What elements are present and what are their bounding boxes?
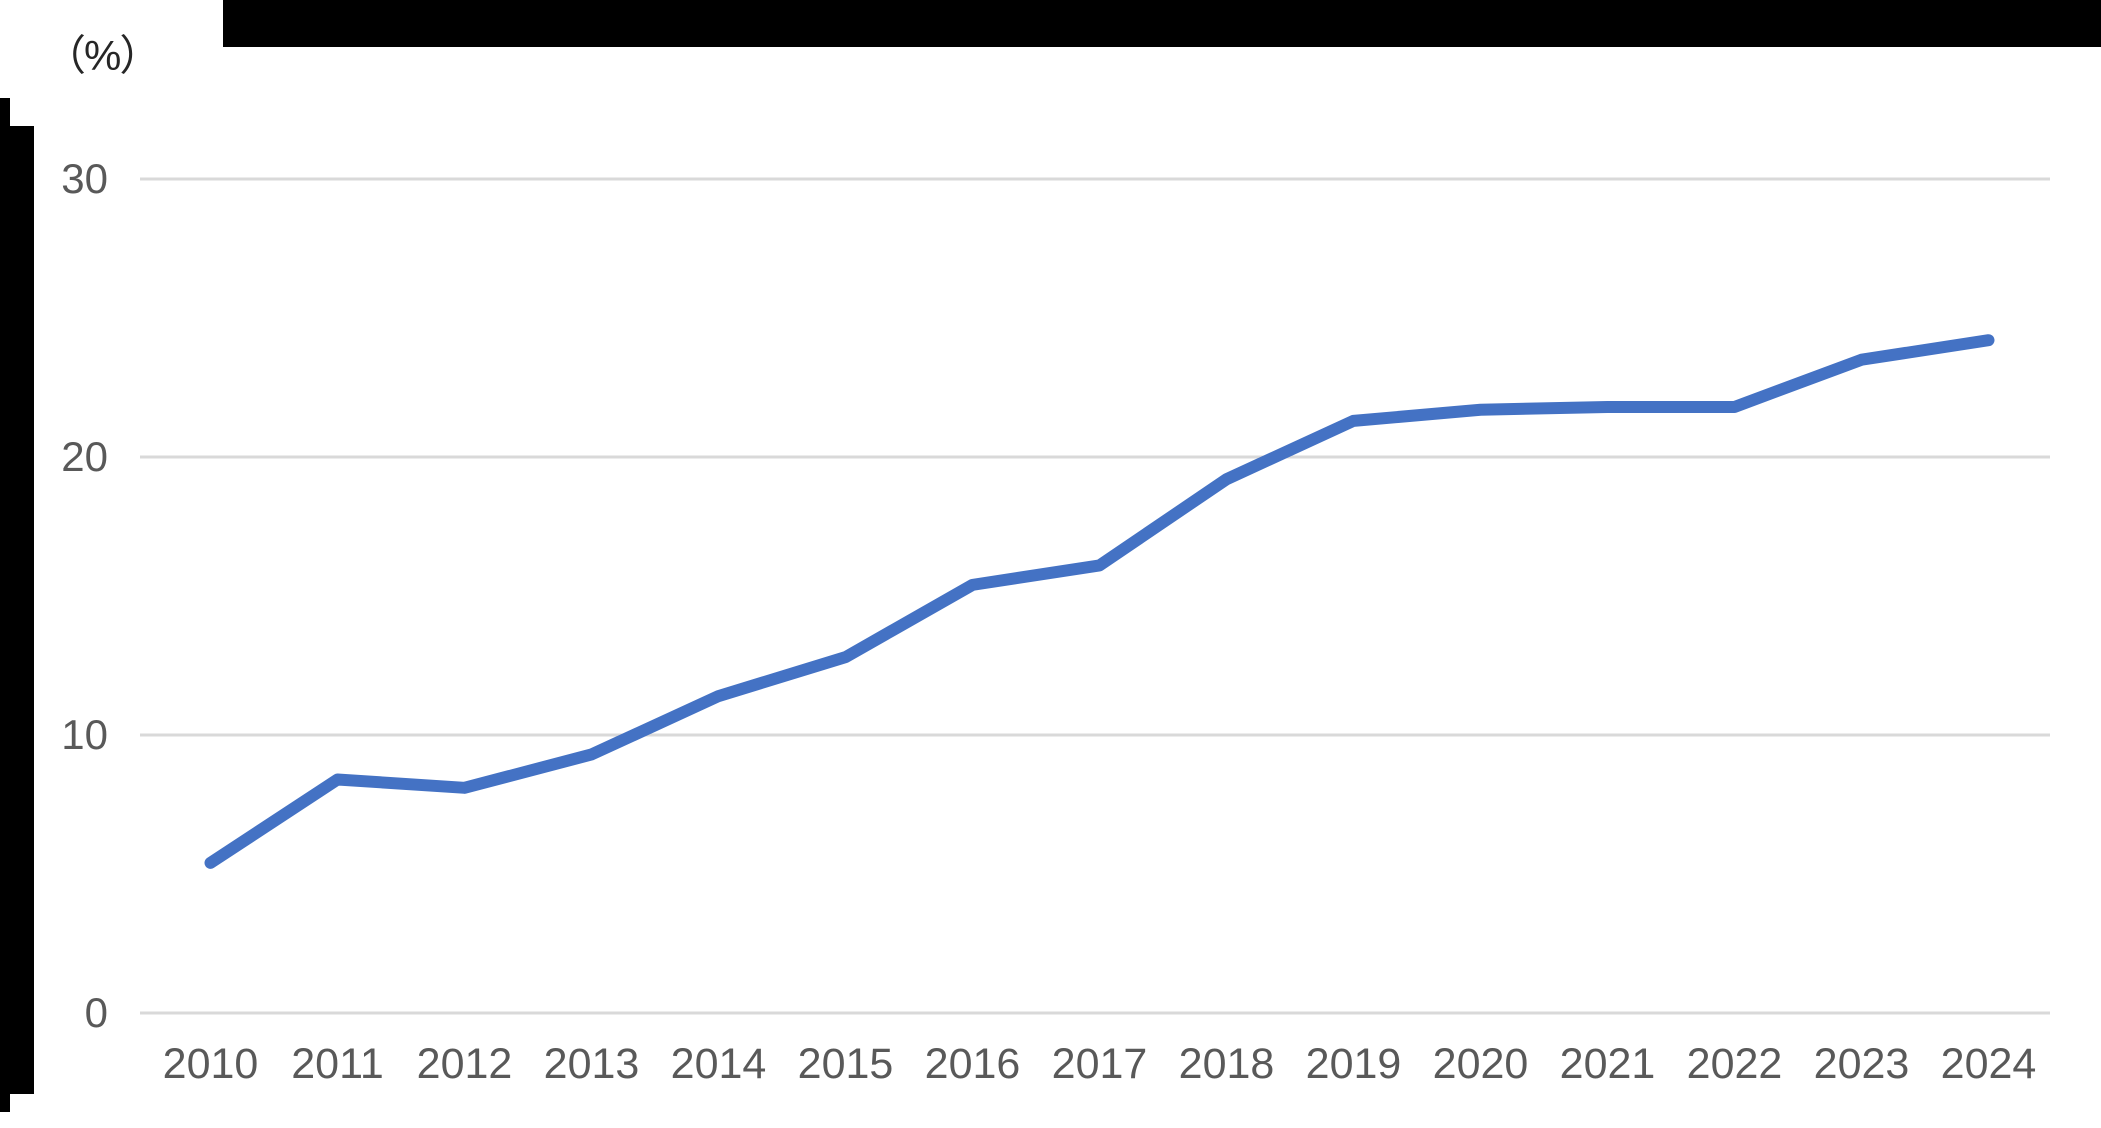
y-tick-label: 10 — [61, 711, 108, 758]
x-tick-label: 2024 — [1940, 1040, 2037, 1088]
data-series — [204, 334, 1995, 869]
x-tick-label: 2017 — [1051, 1040, 1148, 1088]
y-tick-label: 0 — [84, 989, 108, 1036]
x-tick-label: 2021 — [1559, 1040, 1656, 1088]
x-tick-label: 2019 — [1305, 1040, 1402, 1088]
x-tick-label: 2013 — [543, 1040, 640, 1088]
gridlines — [140, 177, 2050, 1015]
x-tick-label: 2014 — [670, 1040, 767, 1088]
x-tick-label: 2023 — [1813, 1040, 1910, 1088]
x-tick-label: 2022 — [1686, 1040, 1783, 1088]
data-line — [204, 334, 1995, 869]
redaction-bar-left — [0, 126, 34, 1094]
x-tick-label: 2010 — [162, 1040, 259, 1088]
x-tick-label: 2012 — [416, 1040, 513, 1088]
y-axis-unit-label: （%） — [44, 32, 161, 79]
x-tick-label: 2018 — [1178, 1040, 1275, 1088]
x-tick-label: 2016 — [924, 1040, 1021, 1088]
y-tick-label: 30 — [61, 155, 108, 202]
redaction-bar-top — [223, 0, 2101, 47]
x-tick-label: 2020 — [1432, 1040, 1529, 1088]
x-tick-label: 2015 — [797, 1040, 894, 1088]
x-tick-label: 2011 — [291, 1040, 384, 1088]
y-tick-label: 20 — [61, 433, 108, 480]
